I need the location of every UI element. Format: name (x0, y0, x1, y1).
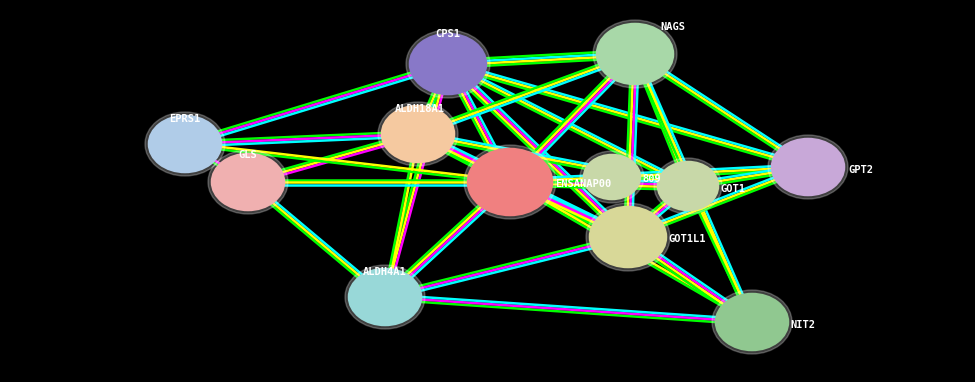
Text: GOT1L1: GOT1L1 (668, 234, 706, 244)
Ellipse shape (584, 155, 640, 199)
Text: 809: 809 (642, 174, 661, 184)
Ellipse shape (654, 158, 722, 214)
Ellipse shape (597, 24, 673, 84)
Text: GOT1: GOT1 (720, 184, 745, 194)
Text: ENSANAP00: ENSANAP00 (555, 179, 611, 189)
Ellipse shape (212, 154, 284, 210)
Ellipse shape (464, 145, 556, 219)
Ellipse shape (149, 116, 221, 172)
Text: GLS: GLS (239, 150, 257, 160)
Text: CPS1: CPS1 (436, 29, 460, 39)
Ellipse shape (712, 290, 792, 354)
Ellipse shape (345, 265, 425, 329)
Ellipse shape (468, 149, 552, 215)
Ellipse shape (593, 20, 677, 88)
Ellipse shape (586, 203, 670, 271)
Ellipse shape (378, 102, 458, 166)
Ellipse shape (349, 269, 421, 325)
Ellipse shape (580, 151, 644, 203)
Ellipse shape (382, 106, 454, 162)
Ellipse shape (772, 139, 844, 195)
Ellipse shape (406, 30, 490, 98)
Text: NAGS: NAGS (660, 22, 685, 32)
Text: NIT2: NIT2 (790, 320, 815, 330)
Ellipse shape (768, 135, 848, 199)
Ellipse shape (208, 150, 288, 214)
Ellipse shape (145, 112, 225, 176)
Text: GPT2: GPT2 (848, 165, 873, 175)
Text: ALDH4A1: ALDH4A1 (363, 267, 407, 277)
Ellipse shape (716, 294, 788, 350)
Ellipse shape (658, 162, 718, 210)
Ellipse shape (410, 34, 486, 94)
Text: EPRS1: EPRS1 (170, 114, 201, 124)
Ellipse shape (590, 207, 666, 267)
Text: ALDH18A1: ALDH18A1 (395, 104, 445, 114)
